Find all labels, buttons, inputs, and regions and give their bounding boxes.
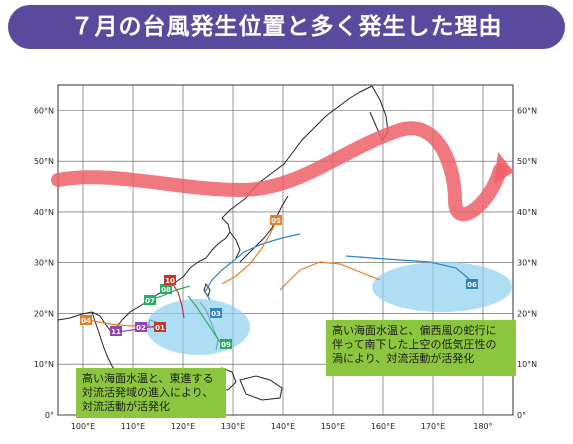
typhoon-badge-03: 03 (210, 308, 222, 318)
typhoon-badge-label: 02 (136, 324, 146, 332)
lat-tick-label: 30°N (517, 259, 537, 268)
track-03 (204, 233, 301, 301)
title-banner: ７月の台風発生位置と多く発生した理由 (8, 5, 565, 49)
lat-tick-label: 20°N (517, 309, 537, 318)
typhoon-tracks (87, 221, 475, 343)
lon-tick-label: 100°E (71, 422, 95, 431)
note-right: 高い海面水温と、偏西風の蛇行に 伴って南下した上空の低気圧性の 渦により、対流活… (326, 320, 516, 376)
typhoon-badge-04: 04 (80, 315, 92, 325)
lat-tick-label: 50°N (517, 157, 537, 166)
map-grid: 60°N 60°N 50°N 50°N 40°N 40°N 30°N 30°N 20°N 20°N… (34, 85, 537, 431)
typhoon-badge-box (210, 308, 222, 318)
lon-tick-label: 180° (473, 422, 492, 431)
note-left: 高い海面水温と、東進する 対流活発域の進入により、 対流活動が活発化 (76, 368, 226, 418)
lat-tick-label: 50°N (34, 157, 54, 166)
note-left-line-1: 高い海面水温と、東進する (82, 372, 214, 385)
typhoon-badge-box (466, 279, 478, 289)
typhoon-badge-10: 10 (164, 275, 176, 285)
lat-tick-label: 0° (517, 411, 526, 420)
typhoon-badge-box (270, 215, 282, 225)
track-09 (187, 295, 221, 343)
typhoon-badge-09: 09 (220, 339, 232, 349)
typhoon-badge-label: 04 (81, 317, 91, 325)
typhoon-badge-label: 08 (161, 286, 171, 294)
lat-tick-label: 40°N (517, 208, 537, 217)
typhoon-badge-11: 11 (110, 326, 122, 336)
note-left-line-2: 対流活発域の進入により、 (82, 386, 214, 399)
typhoon-badges: 01 02 03 04 05 06 07 08 09 10 11 (80, 215, 478, 349)
typhoon-badge-label: 11 (111, 328, 121, 336)
lon-tick-label: 150°E (321, 422, 345, 431)
lat-tick-label: 20°N (34, 309, 54, 318)
lon-tick-label: 110°E (121, 422, 145, 431)
typhoon-badge-box (220, 339, 232, 349)
typhoon-badge-box (160, 284, 172, 294)
typhoon-badge-label: 01 (155, 324, 165, 332)
typhoon-badge-05: 05 (270, 215, 282, 225)
note-left-line-3: 対流活動が活発化 (82, 400, 170, 413)
lon-tick-label: 130°E (221, 422, 245, 431)
track-05a (221, 221, 277, 285)
warm-area-east (372, 262, 512, 312)
typhoon-badge-02: 02 (135, 322, 147, 332)
lon-tick-label: 140°E (271, 422, 295, 431)
typhoon-badge-06: 06 (466, 279, 478, 289)
jet-stream-arrowhead (494, 152, 514, 184)
lat-tick-label: 60°N (34, 106, 54, 115)
typhoon-badge-label: 10 (165, 277, 175, 285)
note-right-line-3: 渦により、対流活動が活発化 (332, 352, 475, 365)
typhoon-badge-box (135, 322, 147, 332)
typhoon-badge-box (164, 275, 176, 285)
lat-tick-label: 0° (45, 411, 54, 420)
typhoon-badge-label: 09 (221, 341, 231, 349)
page-title: ７月の台風発生位置と多く発生した理由 (70, 14, 503, 40)
typhoon-badge-box (154, 322, 166, 332)
korea-coast (229, 231, 241, 259)
lon-tick-label: 160°E (371, 422, 395, 431)
typhoon-badge-label: 05 (271, 217, 281, 225)
note-right-line-2: 伴って南下した上空の低気圧性の (332, 338, 497, 351)
typhoon-badge-08: 08 (160, 284, 172, 294)
jet-stream-arrow (51, 121, 507, 222)
lat-tick-label: 10°N (517, 360, 537, 369)
typhoon-badge-label: 06 (467, 281, 477, 289)
new-guinea-coast (239, 375, 283, 401)
typhoon-badge-01: 01 (154, 322, 166, 332)
typhoon-badge-box (144, 295, 156, 305)
lat-tick-label: 10°N (34, 360, 54, 369)
lon-tick-label: 120°E (171, 422, 195, 431)
track-06 (345, 255, 475, 285)
typhoon-badge-07: 07 (144, 295, 156, 305)
lat-tick-label: 30°N (34, 259, 54, 268)
japan-coast (239, 195, 289, 263)
typhoon-badge-box (110, 326, 122, 336)
track-10 (169, 279, 185, 319)
typhoon-badge-box (80, 315, 92, 325)
note-right-line-1: 高い海面水温と、偏西風の蛇行に (332, 324, 497, 337)
lat-tick-label: 40°N (34, 208, 54, 217)
lon-tick-label: 170°E (421, 422, 445, 431)
lat-tick-label: 60°N (517, 106, 537, 115)
typhoon-badge-label: 03 (211, 310, 221, 318)
track-05b (279, 261, 381, 291)
typhoon-badge-label: 07 (145, 297, 155, 305)
